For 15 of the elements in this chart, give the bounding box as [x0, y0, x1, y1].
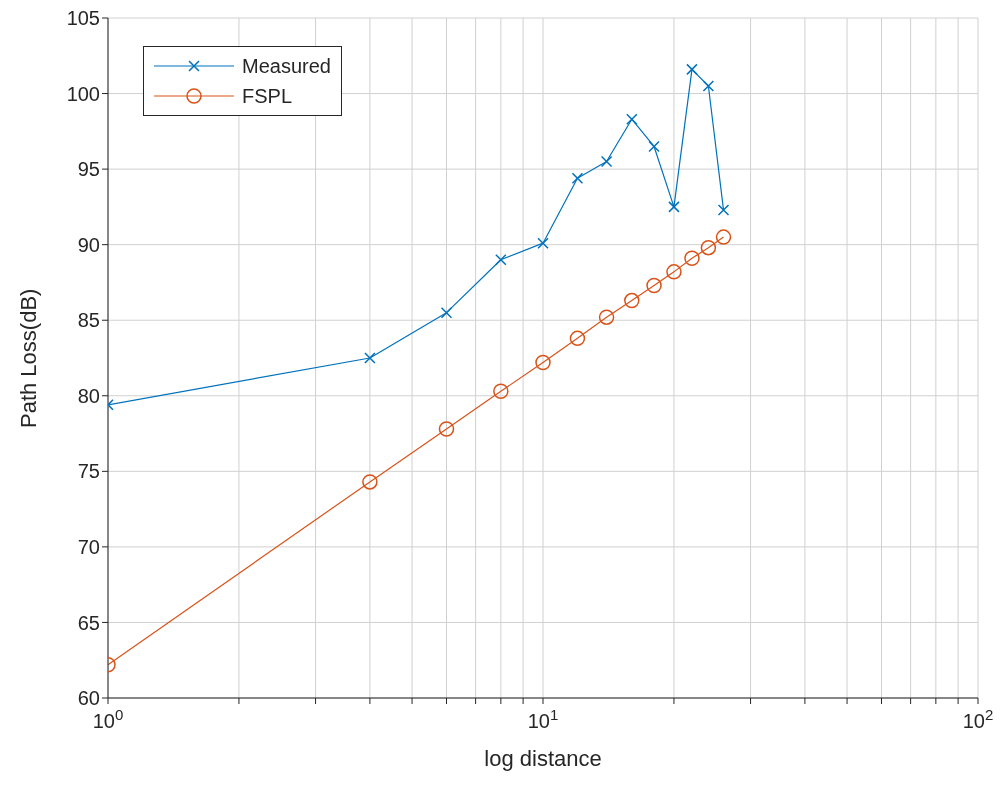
y-tick-label: 85 — [77, 309, 100, 332]
y-tick-label: 65 — [77, 611, 100, 634]
y-tick-label: 105 — [66, 7, 100, 30]
y-axis-title: Path Loss(dB) — [15, 288, 41, 428]
y-tick-label: 100 — [66, 82, 100, 105]
y-tick-label: 80 — [77, 384, 100, 407]
legend-label: Measured — [242, 54, 331, 78]
x-axis-title: log distance — [484, 746, 602, 771]
y-tick-label: 75 — [77, 460, 100, 483]
x-tick-label: 10$^{1}$ — [527, 705, 559, 732]
y-tick-label: 70 — [77, 535, 100, 558]
x-tick-label: 10$^{2}$ — [962, 705, 994, 732]
y-tick-label: 90 — [77, 233, 100, 256]
legend-label: FSPL — [242, 84, 293, 108]
y-tick-label: 95 — [77, 158, 100, 181]
